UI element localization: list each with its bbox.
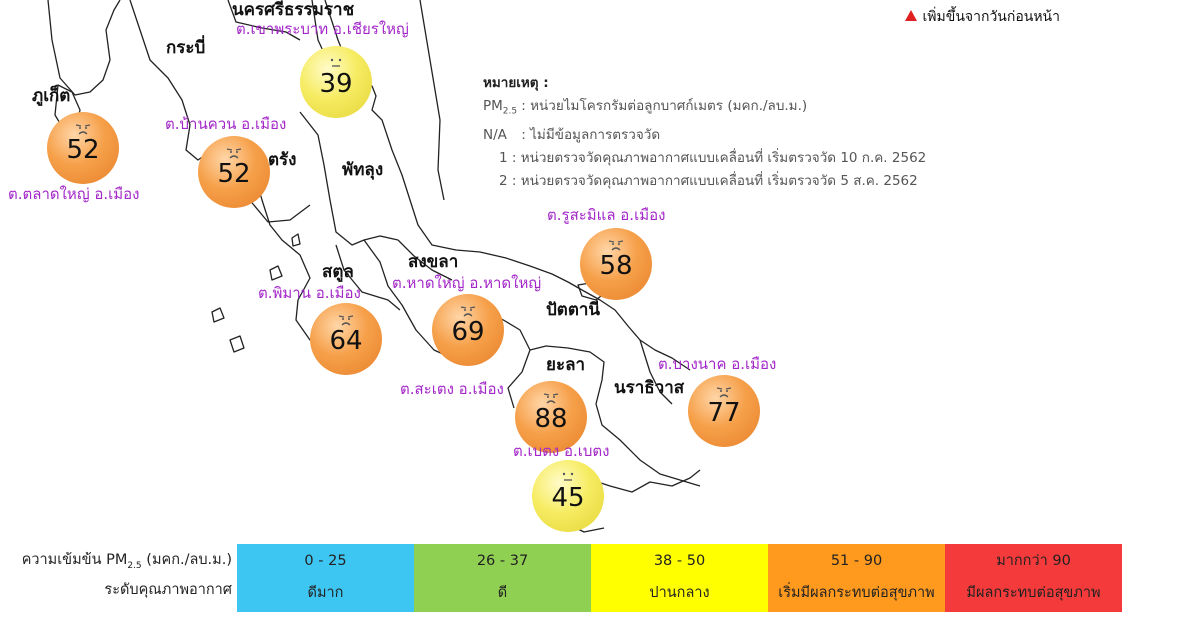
province-trang: ตรัง	[268, 150, 297, 170]
province-pattani: ปัตตานี	[546, 300, 601, 320]
scale-label-quality: ระดับคุณภาพอากาศ	[104, 582, 232, 598]
scale-label-prefix: ความเข้มข้น PM	[21, 552, 128, 568]
scale-label-suffix: (มคก./ลบ.ม.)	[141, 552, 232, 568]
frown-face-icon	[75, 124, 91, 135]
station-value: 58	[599, 251, 633, 281]
station-name: ต.พิมาน อ.เมือง	[258, 284, 361, 302]
scale-level: เริ่มมีผลกระทบต่อสุขภาพ	[778, 585, 935, 601]
scale-segment-very-good: 0 - 25 ดีมาก	[237, 544, 414, 612]
scale-segment-health-impact: มากกว่า 90 มีผลกระทบต่อสุขภาพ	[945, 544, 1122, 612]
station-aqi-bubble: 39	[300, 46, 372, 118]
station-name: ต.บ้านควน อ.เมือง	[165, 115, 287, 133]
neutral-face-icon	[330, 58, 342, 67]
pm-key: PM	[483, 98, 503, 114]
red-triangle-up-icon	[904, 10, 917, 21]
province-yala: ยะลา	[546, 355, 586, 375]
scale-range: 38 - 50	[653, 553, 706, 569]
station-aqi-bubble: 52	[198, 136, 270, 208]
station-value: 69	[451, 317, 485, 347]
station-aqi-bubble: 88	[515, 381, 587, 453]
pm-key-sub: 2.5	[502, 106, 518, 117]
station-value: 88	[534, 404, 568, 434]
province-phatthalung: พัทลุง	[342, 160, 384, 180]
pm-desc: : หน่วยไมโครกรัมต่อลูกบาศก์เมตร (มคก./ลบ…	[521, 98, 808, 114]
station-value: 64	[329, 326, 363, 356]
station-value: 77	[707, 398, 741, 428]
station-aqi-bubble: 64	[310, 303, 382, 375]
na-key: N/A	[483, 126, 507, 143]
scale-range: 51 - 90	[830, 553, 883, 569]
increase-legend: เพิ่มขึ้นจากวันก่อนหน้า	[904, 6, 1060, 28]
scale-range: 0 - 25	[304, 553, 347, 569]
scale-level: ปานกลาง	[649, 585, 710, 601]
note-2: 2 : หน่วยตรวจวัดคุณภาพอากาศแบบเคลื่อนที่…	[499, 172, 918, 189]
frown-face-icon	[338, 315, 354, 326]
station-name: ต.เบตง อ.เบตง	[513, 442, 610, 460]
station-value: 52	[66, 135, 100, 165]
notes-block: หมายเหตุ : PM2.5 : หน่วยไมโครกรัมต่อลูกบ…	[483, 72, 926, 193]
frown-face-icon	[226, 148, 242, 159]
province-narathiwat: นราธิวาส	[614, 378, 685, 398]
scale-label-concentration: ความเข้มข้น PM2.5 (มคก./ลบ.ม.)	[0, 545, 232, 575]
scale-level: ดี	[497, 585, 508, 601]
station-value: 52	[217, 159, 251, 189]
scale-label: ความเข้มข้น PM2.5 (มคก./ลบ.ม.) ระดับคุณภ…	[0, 545, 232, 605]
station-name: ต.รูสะมิแล อ.เมือง	[547, 206, 666, 224]
neutral-face-icon	[562, 472, 574, 481]
scale-segment-good: 26 - 37 ดี	[414, 544, 591, 612]
frown-face-icon	[608, 240, 624, 251]
aqi-color-scale: 0 - 25 ดีมาก 26 - 37 ดี 38 - 50 ปานกลาง 51 …	[237, 544, 1122, 612]
station-aqi-bubble: 58	[580, 228, 652, 300]
station-name: ต.หาดใหญ่ อ.หาดใหญ่	[392, 274, 542, 292]
station-value: 39	[319, 69, 353, 99]
province-satun: สตูล	[322, 262, 354, 282]
frown-face-icon	[716, 387, 732, 398]
scale-segment-starting-impact: 51 - 90 เริ่มมีผลกระทบต่อสุขภาพ	[768, 544, 945, 612]
province-nakhon-si-thammarat: นครศรีธรรมราช	[232, 0, 355, 20]
province-krabi: กระบี่	[166, 38, 206, 58]
note-pm: PM2.5 : หน่วยไมโครกรัมต่อลูกบาศก์เมตร (ม…	[483, 95, 926, 124]
province-songkhla: สงขลา	[408, 252, 459, 272]
note-na: N/A : ไม่มีข้อมูลการตรวจวัด	[483, 124, 926, 147]
note-1: 1 : หน่วยตรวจวัดคุณภาพอากาศแบบเคลื่อนที่…	[499, 149, 927, 166]
station-aqi-bubble: 45	[532, 460, 604, 532]
station-name: ต.สะเตง อ.เมือง	[400, 380, 504, 398]
scale-range: 26 - 37	[476, 553, 529, 569]
na-desc: : ไม่มีข้อมูลการตรวจวัด	[521, 126, 661, 143]
scale-level: ดีมาก	[307, 585, 344, 601]
station-name: ต.ตลาดใหญ่ อ.เมือง	[8, 185, 140, 203]
scale-segment-moderate: 38 - 50 ปานกลาง	[591, 544, 768, 612]
station-aqi-bubble: 69	[432, 294, 504, 366]
scale-range: มากกว่า 90	[996, 553, 1071, 569]
station-aqi-bubble: 77	[688, 375, 760, 447]
notes-title: หมายเหตุ :	[483, 75, 549, 91]
scale-label-sub: 2.5	[127, 560, 142, 571]
province-phuket: ภูเก็ต	[32, 86, 71, 106]
station-name: ต.เขาพระบาท อ.เชียรใหญ่	[236, 20, 409, 38]
frown-face-icon	[543, 393, 559, 404]
station-aqi-bubble: 52	[47, 112, 119, 184]
station-name: ต.บางนาค อ.เมือง	[658, 355, 777, 373]
station-value: 45	[551, 483, 585, 513]
frown-face-icon	[460, 306, 476, 317]
increase-legend-label: เพิ่มขึ้นจากวันก่อนหน้า	[922, 9, 1060, 25]
scale-level: มีผลกระทบต่อสุขภาพ	[966, 585, 1101, 601]
